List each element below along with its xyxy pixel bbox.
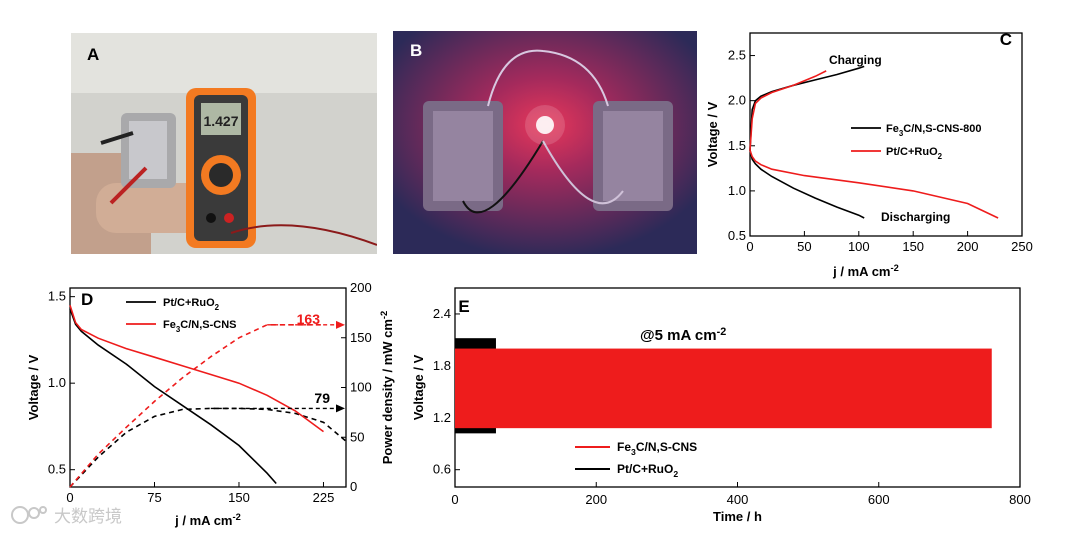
chart-e-xtick-label: 0 [451,492,458,507]
chart-d-ytick-label: 0.5 [48,462,66,477]
chart-e-ylabel: Voltage / V [411,354,426,420]
chart-e-xtick-label: 600 [868,492,890,507]
chart-d-legend-label: Pt/C+RuO2 [163,297,220,312]
chart-d-y2tick-label: 150 [350,330,372,345]
chart-e-xtick-label: 800 [1009,492,1031,507]
chart-c-annotation: Discharging [881,210,950,224]
chart-d-power-line [69,407,347,488]
watermark-text: 大数跨境 [54,507,122,526]
chart-c-xtick-label: 100 [848,239,870,254]
chart-d-xtick-label: 150 [228,490,250,505]
chart-e-plot: 0 200 400 600 800 0.6 1.2 1.8 2.4 Time / h Voltage… [411,287,1031,524]
chart-d-voltage-line [69,308,277,485]
chart-c-xtick-label: 250 [1011,239,1033,254]
chart-c-ytick-label: 2.5 [728,48,746,63]
chart-c: 0 50 100 150 200 250 0.5 1.0 1.5 2.0 2.5 j / mA cm-… [705,30,1033,279]
chart-d: 0 75 150 225 0.5 1.0 1.5 0 50 100 150 200 j / mA cm-… [26,280,395,528]
chart-d-y2label: Power density / mW cm-2 [379,311,395,465]
chart-e-annotation: @5 mA cm-2 [640,326,726,344]
chart-e-xlabel: Time / h [713,509,762,524]
chart-e-legend-label: Fe3C/N,S-CNS [617,440,697,457]
chart-d-y2tick-label: 50 [350,429,364,444]
watermark: 大数跨境 [8,502,148,528]
chart-c-legend-label: Pt/C+RuO2 [886,146,943,161]
chart-c-ytick-label: 1.5 [728,138,746,153]
panel-b-letter: B [410,41,423,60]
chart-d-y2tick-label: 0 [350,479,357,494]
chart-d-y2tick-label: 200 [350,280,372,295]
chart-e-legend-label: Pt/C+RuO2 [617,462,678,479]
chart-d-arrow-head-icon [336,404,345,413]
chart-d-panel-letter: D [81,290,93,309]
chart-c-plot: 0 50 100 150 200 250 0.5 1.0 1.5 2.0 2.5 j / mA cm-… [705,30,1033,279]
chart-c-xtick-label: 0 [746,239,753,254]
chart-c-ytick-label: 2.0 [728,93,746,108]
chart-d-ytick-label: 1.0 [48,375,66,390]
chart-c-xlabel: j / mA cm-2 [832,263,899,279]
chart-c-series-line [749,150,865,219]
chart-c-ylabel: Voltage / V [705,101,720,167]
chart-e-ytick-label: 1.8 [433,358,451,373]
chart-e-panel-letter: E [458,297,469,316]
chart-d-y2tick-label: 100 [350,380,372,395]
chart-d-voltage-line [69,305,324,433]
chart-e: 0 200 400 600 800 0.6 1.2 1.8 2.4 Time / h Voltage… [411,287,1031,524]
chart-c-legend-label: Fe3C/N,S-CNS-800 [886,123,982,138]
chart-c-xtick-label: 150 [902,239,924,254]
chart-d-ylabel: Voltage / V [26,354,41,420]
watermark-logo-icon [11,506,47,524]
chart-d-legend-label: Fe3C/N,S-CNS [163,319,236,334]
chart-d-plot: 0 75 150 225 0.5 1.0 1.5 0 50 100 150 200 j / mA cm-… [26,280,395,528]
chart-d-data-label: 79 [314,390,330,406]
chart-c-series-line [749,150,999,219]
chart-c-ytick-label: 1.0 [728,183,746,198]
chart-c-xtick-label: 200 [957,239,979,254]
chart-e-cycling-band [455,348,992,429]
chart-e-ytick-label: 1.2 [433,410,451,425]
panel-a-letter: A [87,45,100,64]
multimeter-reading: 1.427 [203,113,238,129]
chart-c-series-line [749,70,827,151]
chart-d-xtick-label: 0 [66,490,73,505]
chart-c-ytick-label: 0.5 [728,228,746,243]
chart-d-ytick-label: 1.5 [48,289,66,304]
chart-d-xlabel: j / mA cm-2 [174,512,241,528]
chart-d-data-label: 163 [297,311,321,327]
chart-e-xtick-label: 200 [585,492,607,507]
chart-e-xtick-label: 400 [727,492,749,507]
chart-d-arrow-head-icon [336,320,345,329]
chart-c-xtick-label: 50 [797,239,811,254]
panel-b-photo: B [393,31,697,254]
chart-d-xtick-label: 75 [147,490,161,505]
chart-e-ytick-label: 2.4 [433,306,451,321]
chart-c-annotation: Charging [829,53,882,67]
panel-a-photo: 1.427 A [71,33,377,254]
chart-c-frame [749,32,1023,237]
chart-c-panel-letter: C [1000,30,1012,49]
chart-e-ytick-label: 0.6 [433,462,451,477]
chart-d-xtick-label: 225 [313,490,335,505]
